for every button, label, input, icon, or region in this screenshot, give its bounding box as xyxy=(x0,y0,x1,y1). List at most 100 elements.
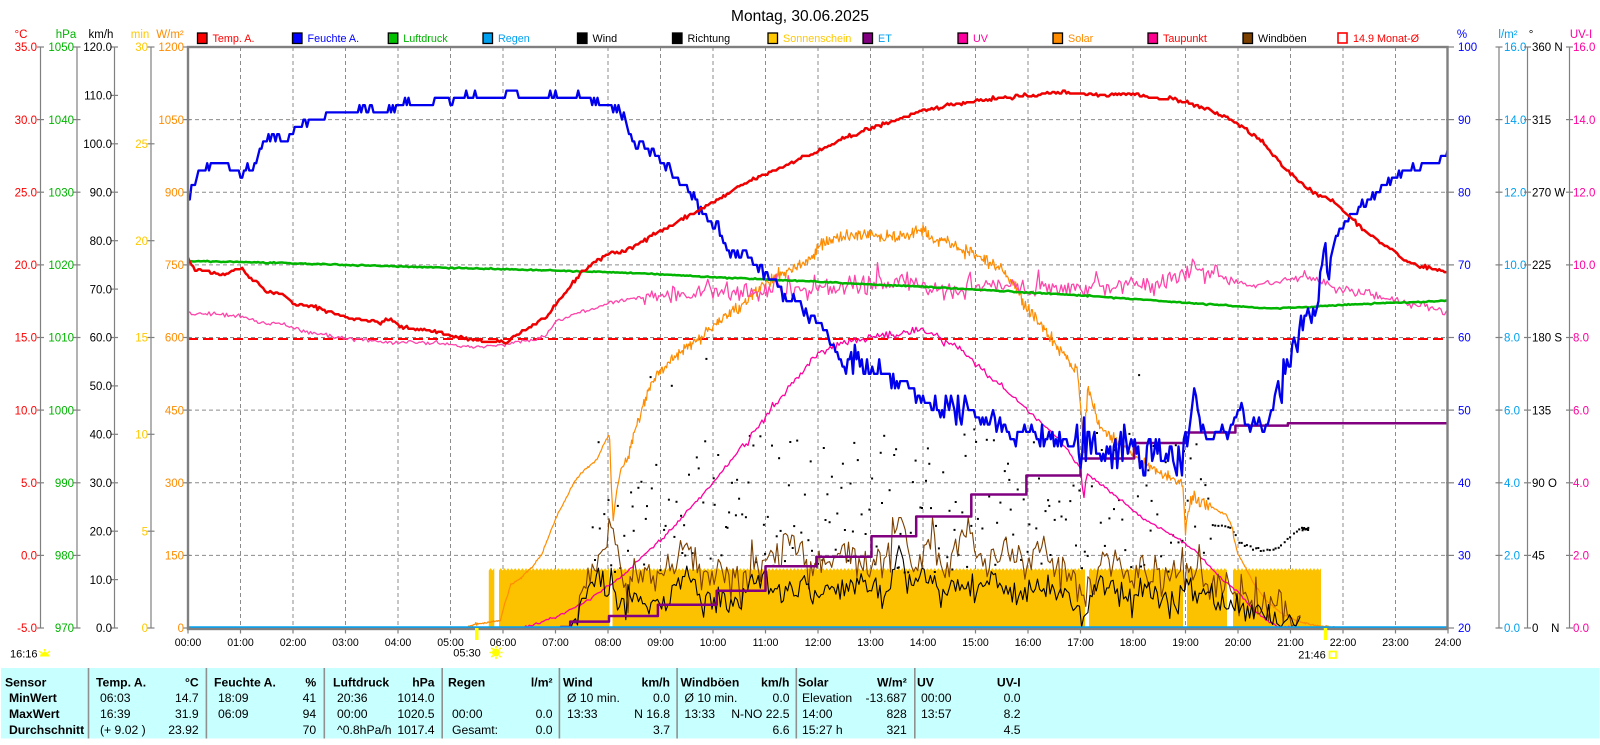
svg-text:45: 45 xyxy=(1532,551,1545,563)
svg-text:Regen: Regen xyxy=(448,676,485,690)
svg-text:15:00: 15:00 xyxy=(962,637,989,649)
svg-text:80.0: 80.0 xyxy=(90,236,112,248)
svg-text:14:00: 14:00 xyxy=(910,637,937,649)
svg-text:750: 750 xyxy=(165,260,184,272)
svg-text:4.5: 4.5 xyxy=(1004,723,1021,737)
svg-text:Elevation: Elevation xyxy=(802,691,852,705)
svg-text:40.0: 40.0 xyxy=(90,430,112,442)
svg-text:0.0: 0.0 xyxy=(21,551,37,563)
svg-text:0.0: 0.0 xyxy=(96,623,112,635)
svg-text:15.0: 15.0 xyxy=(15,333,37,345)
svg-text:13:00: 13:00 xyxy=(857,637,884,649)
svg-text:13:57: 13:57 xyxy=(921,707,952,721)
svg-text:60: 60 xyxy=(1458,333,1471,345)
svg-text:Windböen: Windböen xyxy=(1258,33,1307,45)
svg-text:600: 600 xyxy=(165,333,184,345)
svg-text:°: ° xyxy=(1529,29,1534,41)
svg-text:90 O: 90 O xyxy=(1532,478,1557,490)
svg-text:%: % xyxy=(1457,29,1467,41)
svg-text:-13.687: -13.687 xyxy=(865,691,907,705)
svg-text:16:16: 16:16 xyxy=(10,649,38,661)
svg-text:UV: UV xyxy=(973,33,989,45)
svg-text:40: 40 xyxy=(1458,478,1471,490)
svg-text:15:27 h: 15:27 h xyxy=(802,723,843,737)
svg-text:20: 20 xyxy=(1458,623,1471,635)
svg-text:21:00: 21:00 xyxy=(1277,637,1304,649)
svg-text:0.0: 0.0 xyxy=(1573,623,1589,635)
svg-text:23:00: 23:00 xyxy=(1382,637,1409,649)
svg-text:2.0: 2.0 xyxy=(1573,551,1589,563)
svg-text:1200: 1200 xyxy=(158,42,184,54)
svg-text:14.0: 14.0 xyxy=(1504,115,1526,127)
svg-text:8.0: 8.0 xyxy=(1504,333,1520,345)
svg-text:UV-I: UV-I xyxy=(997,676,1021,690)
svg-text:0.0: 0.0 xyxy=(536,707,553,721)
svg-text:Montag, 30.06.2025: Montag, 30.06.2025 xyxy=(731,8,869,25)
svg-text:1050: 1050 xyxy=(48,42,74,54)
svg-text:70: 70 xyxy=(1458,260,1471,272)
svg-text:l/m²: l/m² xyxy=(531,676,553,690)
svg-text:Sonnenschein: Sonnenschein xyxy=(783,33,851,45)
svg-text:70.0: 70.0 xyxy=(90,284,112,296)
svg-text:MinWert: MinWert xyxy=(9,691,57,705)
svg-text:16.0: 16.0 xyxy=(1504,42,1526,54)
svg-text:13:33: 13:33 xyxy=(685,707,716,721)
svg-text:24:00: 24:00 xyxy=(1435,637,1462,649)
svg-text:1014.0: 1014.0 xyxy=(397,691,434,705)
svg-text:02:00: 02:00 xyxy=(280,637,307,649)
svg-text:20:00: 20:00 xyxy=(1225,637,1252,649)
svg-text:12.0: 12.0 xyxy=(1573,187,1595,199)
svg-text:10.0: 10.0 xyxy=(15,405,37,417)
svg-text:90.0: 90.0 xyxy=(90,187,112,199)
svg-text:13:33: 13:33 xyxy=(567,707,598,721)
svg-text:321: 321 xyxy=(886,723,907,737)
svg-text:km/h: km/h xyxy=(761,676,789,690)
svg-text:120.0: 120.0 xyxy=(83,42,112,54)
svg-text:Temp. A.: Temp. A. xyxy=(213,33,255,45)
svg-text:6.0: 6.0 xyxy=(1504,405,1520,417)
svg-text:Sensor: Sensor xyxy=(5,676,47,690)
svg-text:1017.4: 1017.4 xyxy=(397,723,434,737)
svg-text:Regen: Regen xyxy=(498,33,530,45)
svg-text:10: 10 xyxy=(135,430,148,442)
svg-text:6.6: 6.6 xyxy=(773,723,790,737)
svg-text:450: 450 xyxy=(165,405,184,417)
svg-text:0.0: 0.0 xyxy=(1504,623,1520,635)
svg-text:%: % xyxy=(305,676,316,690)
svg-text:01:00: 01:00 xyxy=(227,637,254,649)
svg-text:980: 980 xyxy=(55,551,74,563)
svg-text:5: 5 xyxy=(142,526,148,538)
svg-text:135: 135 xyxy=(1532,405,1551,417)
svg-text:W/m²: W/m² xyxy=(156,29,184,41)
svg-text:970: 970 xyxy=(55,623,74,635)
svg-text:N 16.8: N 16.8 xyxy=(634,707,670,721)
svg-text:Windböen: Windböen xyxy=(681,676,740,690)
svg-text:60.0: 60.0 xyxy=(90,333,112,345)
svg-text:15: 15 xyxy=(135,333,148,345)
svg-text:10.0: 10.0 xyxy=(90,575,112,587)
svg-text:10.0: 10.0 xyxy=(1504,260,1526,272)
svg-text:05:30: 05:30 xyxy=(453,648,481,660)
svg-text:4.0: 4.0 xyxy=(1573,478,1589,490)
svg-text:31.9: 31.9 xyxy=(175,707,199,721)
svg-text:Solar: Solar xyxy=(1068,33,1094,45)
svg-text:3.7: 3.7 xyxy=(653,723,670,737)
svg-text:180 S: 180 S xyxy=(1532,333,1562,345)
svg-text:225: 225 xyxy=(1532,260,1551,272)
svg-text:11:00: 11:00 xyxy=(753,637,779,649)
svg-text:16:00: 16:00 xyxy=(1015,637,1042,649)
svg-text:12.0: 12.0 xyxy=(1504,187,1526,199)
svg-text:1040: 1040 xyxy=(48,115,74,127)
svg-text:50: 50 xyxy=(1458,405,1471,417)
svg-text:14.9 Monat-Ø: 14.9 Monat-Ø xyxy=(1353,33,1420,45)
svg-text:18:00: 18:00 xyxy=(1120,637,1147,649)
svg-text:Durchschnitt: Durchschnitt xyxy=(9,723,84,737)
svg-text:30: 30 xyxy=(135,42,148,54)
svg-text:828: 828 xyxy=(886,707,907,721)
svg-text:Luftdruck: Luftdruck xyxy=(403,33,448,45)
svg-text:270 W: 270 W xyxy=(1532,187,1565,199)
svg-text:N-NO 22.5: N-NO 22.5 xyxy=(731,707,789,721)
svg-text:16:39: 16:39 xyxy=(100,707,131,721)
svg-text:30: 30 xyxy=(1458,551,1471,563)
svg-text:W/m²: W/m² xyxy=(877,676,907,690)
